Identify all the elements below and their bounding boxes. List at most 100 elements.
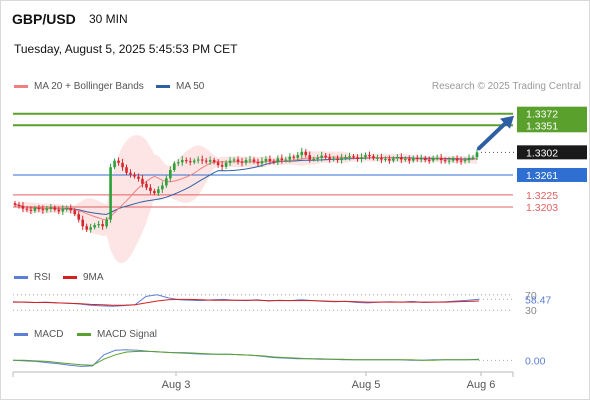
candle-body [45, 208, 49, 211]
level-label-resistance-0: 1.3372 [526, 109, 558, 121]
candle-body [288, 156, 292, 160]
candle [173, 161, 176, 172]
candle-body [419, 158, 423, 160]
candle-body [260, 161, 264, 164]
candle-body [17, 204, 21, 206]
candle-body [268, 158, 272, 162]
candle [284, 156, 288, 163]
level-label-support-4: 1.3203 [526, 202, 558, 214]
candle [29, 206, 33, 215]
candle [169, 166, 172, 182]
candle [435, 154, 439, 161]
candle-body [344, 157, 347, 159]
candle-body [411, 157, 415, 161]
candle [240, 157, 244, 167]
candle-body [240, 161, 244, 163]
ma50-line [14, 156, 478, 215]
candle [415, 154, 419, 162]
candle-body [157, 189, 160, 194]
candle [280, 154, 284, 164]
candle [77, 211, 81, 223]
candle [288, 153, 292, 163]
candle-body [81, 219, 85, 227]
candle-body [141, 178, 144, 184]
candle [149, 184, 152, 195]
legend-rsi-swatch [14, 276, 28, 279]
candle [475, 149, 479, 161]
candle [256, 158, 260, 167]
candle-body [280, 158, 284, 161]
candle [360, 153, 363, 163]
candle [196, 156, 200, 164]
candle [13, 200, 17, 207]
candle-body [188, 161, 192, 163]
candle-body [161, 185, 164, 190]
candle [192, 158, 196, 165]
candle [404, 156, 407, 162]
candle [292, 154, 296, 160]
candle [180, 156, 184, 166]
candle-body [153, 190, 156, 194]
candle [419, 154, 423, 163]
candle [380, 153, 383, 164]
candle [268, 155, 272, 165]
candle [45, 205, 49, 213]
legend-macd-signal-label: MACD Signal [97, 329, 158, 340]
candle-body [455, 158, 459, 161]
bollinger-band [15, 135, 477, 263]
legend-macd-signal-swatch [77, 333, 91, 336]
candle [324, 152, 327, 160]
candle-body [380, 157, 383, 160]
candle-body [451, 158, 455, 161]
candle [332, 156, 335, 162]
candle [188, 157, 192, 166]
candle [57, 206, 61, 215]
candle [89, 223, 92, 233]
candle-body [372, 156, 375, 159]
candle [471, 155, 475, 160]
candle-body [296, 155, 300, 158]
candle [200, 155, 204, 165]
candle-body [192, 160, 196, 163]
candle [312, 156, 316, 162]
candle-body [348, 156, 351, 158]
candle-body [336, 158, 339, 161]
candle [423, 155, 427, 163]
candle [443, 157, 447, 164]
candle [244, 157, 248, 166]
timeframe-label: 30 MIN [89, 12, 128, 26]
candle-body [304, 151, 308, 156]
candle [129, 169, 132, 178]
legend-ma20: MA 20 + Bollinger Bands [14, 81, 144, 92]
candle [49, 204, 53, 212]
candle [224, 160, 228, 170]
candle-body [376, 157, 379, 159]
candle-body [252, 159, 256, 162]
candle-body [25, 208, 29, 210]
candle-body [173, 163, 176, 170]
candle-body [208, 160, 212, 162]
legend-macd-label: MACD [34, 329, 64, 340]
current-price-tag [517, 145, 587, 160]
candle [216, 159, 220, 168]
candle [248, 155, 252, 164]
candle [105, 217, 108, 229]
candle [17, 201, 21, 209]
level-label-pivot-2: 1.3261 [526, 170, 558, 182]
candle [384, 156, 387, 162]
candle [212, 157, 216, 165]
candle-body [204, 160, 208, 162]
symbol-title: GBP/USD [12, 11, 76, 27]
candle [451, 156, 455, 163]
candle [165, 175, 168, 188]
candle [276, 155, 280, 166]
candle-body [439, 157, 443, 161]
level-label-resistance-1: 1.3351 [526, 120, 558, 132]
candle-body [184, 160, 188, 162]
candle-body [459, 160, 463, 162]
candle-body [435, 157, 439, 159]
candle-body [137, 176, 140, 179]
candle [125, 164, 128, 176]
candle-body [129, 172, 132, 175]
